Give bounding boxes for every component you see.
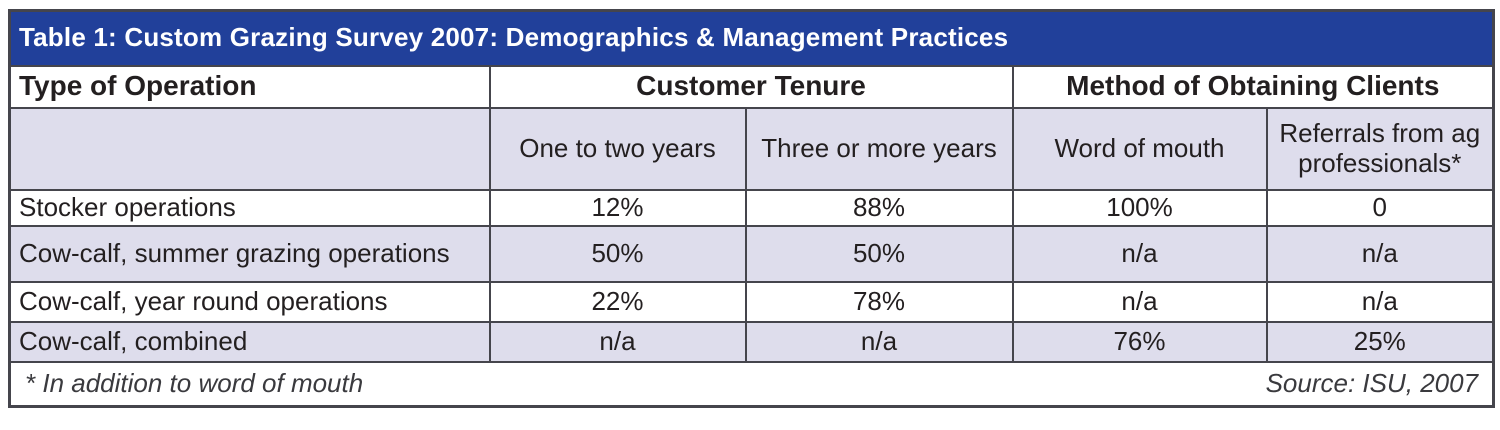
cell-value: n/a [744,320,1014,363]
column-header-one-to-two-years: One to two years [488,106,747,191]
table-title: Table 1: Custom Grazing Survey 2007: Dem… [8,9,1495,67]
row-label: Cow-calf, summer grazing operations [8,224,491,283]
column-group-customer-tenure: Customer Tenure [488,64,1014,109]
source-note: Source: ISU, 2007 [1265,367,1479,398]
column-header-word-of-mouth: Word of mouth [1011,106,1268,191]
footnote: * In addition to word of mouth [25,367,364,398]
footnote-row: * In addition to word of mouth Source: I… [8,360,1495,408]
cell-value: 25% [1265,320,1495,363]
column-header-type-of-operation: Type of Operation [8,64,491,109]
cell-value: n/a [1011,280,1268,323]
column-group-method-of-obtaining-clients: Method of Obtaining Clients [1011,64,1495,109]
table-row-stocker-operations: Stocker operations 12% 88% 100% 0 [8,188,1495,227]
cell-value: n/a [1265,280,1495,323]
cell-value: n/a [488,320,747,363]
cell-value: 78% [744,280,1014,323]
cell-value: n/a [1011,224,1268,283]
custom-grazing-survey-table: Table 1: Custom Grazing Survey 2007: Dem… [8,9,1496,408]
sub-header-row: One to two years Three or more years Wor… [8,106,1495,191]
row-label: Cow-calf, combined [8,320,491,363]
empty-corner-cell [8,106,491,191]
table-row-cow-calf-year-round: Cow-calf, year round operations 22% 78% … [8,280,1495,323]
table-row-cow-calf-summer-grazing: Cow-calf, summer grazing operations 50% … [8,224,1495,283]
cell-value: 12% [488,188,747,227]
cell-value: 0 [1265,188,1495,227]
cell-value: 100% [1011,188,1268,227]
row-label: Stocker operations [8,188,491,227]
title-row: Table 1: Custom Grazing Survey 2007: Dem… [8,9,1495,67]
cell-value: n/a [1265,224,1495,283]
cell-value: 76% [1011,320,1268,363]
column-header-referrals-from-ag-professionals: Referrals from ag professionals* [1265,106,1495,191]
table-row-cow-calf-combined: Cow-calf, combined n/a n/a 76% 25% [8,320,1495,363]
cell-value: 50% [488,224,747,283]
column-header-three-or-more-years: Three or more years [744,106,1014,191]
footnote-cell: * In addition to word of mouth Source: I… [8,360,1495,408]
cell-value: 22% [488,280,747,323]
group-header-row: Type of Operation Customer Tenure Method… [8,64,1495,109]
cell-value: 50% [744,224,1014,283]
cell-value: 88% [744,188,1014,227]
row-label: Cow-calf, year round operations [8,280,491,323]
